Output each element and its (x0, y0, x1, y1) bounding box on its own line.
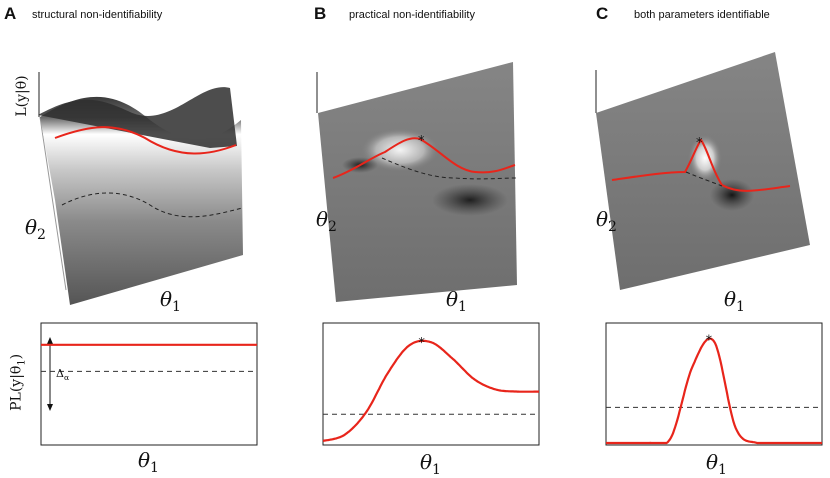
delta-alpha-label: Δα (56, 367, 70, 383)
surface-c-threshold-curve (685, 171, 723, 187)
theta1-label-c-surface: θ1 (724, 287, 745, 315)
profile-axis-label: PL(y|θ1) (8, 353, 28, 411)
surface-a-back-ridge (38, 87, 237, 148)
likelihood-axis-label: L(y|θ) (14, 75, 30, 117)
surface-a (38, 72, 243, 305)
profile-frame-b (322, 322, 540, 446)
profile-frame-a (40, 322, 258, 446)
surface-c-max-marker: * (696, 136, 703, 151)
surface-b-shadow (432, 184, 508, 216)
theta1-label-a-surface: θ1 (160, 287, 181, 315)
surface-a-depth-edge (39, 116, 67, 291)
panel-title-b: practical non-identifiability (349, 9, 475, 21)
panel-letter-b: B (314, 4, 327, 23)
panel-title-c: both parameters identifiable (634, 9, 770, 21)
surface-a-mesh (40, 96, 243, 305)
theta2-label-c: θ2 (596, 207, 617, 235)
surface-c-shadow (710, 179, 754, 211)
theta1-label-c-profile: θ1 (706, 450, 727, 478)
surface-b: * (316, 62, 517, 302)
profile-line-c (606, 337, 822, 445)
panel-letter-a: A (4, 4, 17, 23)
profile-frame-c (605, 322, 823, 446)
theta1-label-b-profile: θ1 (420, 450, 441, 478)
surface-c: * (595, 52, 810, 290)
surface-a-threshold-curve (61, 192, 243, 218)
surface-b-mesh (318, 62, 517, 302)
surface-a-profile-curve (54, 126, 237, 155)
panel-title-a: structural non-identifiability (32, 9, 163, 21)
surface-b-threshold-curve (381, 157, 517, 180)
panel-letter-c: C (596, 4, 609, 23)
theta1-label-b-surface: θ1 (446, 287, 467, 315)
theta2-label-b: θ2 (316, 207, 337, 235)
surface-b-profile-curve (332, 137, 516, 179)
max-marker-c: * (706, 334, 713, 349)
theta1-label-a-profile: θ1 (138, 448, 159, 476)
max-marker-b: * (418, 336, 425, 351)
delta-arrow (47, 337, 53, 411)
surface-c-profile-curve (611, 138, 791, 192)
theta2-label-a: θ2 (25, 215, 46, 243)
surface-b-max-marker: * (418, 134, 425, 149)
profile-line-b (322, 339, 539, 442)
